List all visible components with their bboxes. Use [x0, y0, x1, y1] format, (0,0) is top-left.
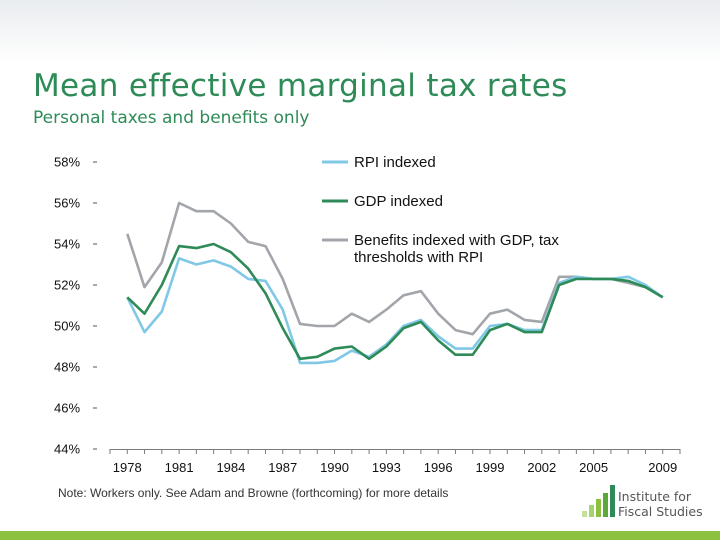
y-tick-label: 48%: [54, 360, 80, 375]
chart-series: [126, 201, 664, 365]
legend-label: GDP indexed: [354, 193, 443, 210]
x-tick-label: 2009: [648, 460, 677, 475]
legend-label-line: Benefits indexed with GDP, tax: [354, 232, 559, 249]
x-tick-label: 2005: [579, 460, 608, 475]
series-line: [126, 242, 664, 361]
x-tick-label: 1990: [320, 460, 349, 475]
y-tick-label: 54%: [54, 237, 80, 252]
logo-text-line: Institute for: [618, 489, 692, 504]
y-tick-label: 46%: [54, 401, 80, 416]
logo-bar: [582, 511, 587, 517]
legend-label-line: RPI indexed: [354, 154, 436, 171]
x-tick-label: 1981: [165, 460, 194, 475]
logo-text-line: Fiscal Studies: [618, 504, 703, 519]
chart-legend: RPI indexed GDP indexed Benefits indexed w…: [322, 154, 559, 266]
page-title: Mean effective marginal tax rates: [33, 68, 568, 104]
page-subtitle: Personal taxes and benefits only: [33, 108, 310, 128]
accent-bar: [0, 531, 720, 540]
legend-label: RPI indexed: [354, 154, 436, 171]
logo-text: Institute for Fiscal Studies: [618, 489, 703, 519]
y-tick-label: 50%: [54, 319, 80, 334]
x-tick-label: 1984: [216, 460, 245, 475]
x-tick-label: 1999: [476, 460, 505, 475]
series-line: [126, 201, 664, 336]
x-tick-label: 2002: [527, 460, 556, 475]
x-tick-label: 1987: [268, 460, 297, 475]
footnote: Note: Workers only. See Adam and Browne …: [58, 486, 449, 500]
legend-label-line: GDP indexed: [354, 193, 443, 210]
logo-bar: [610, 485, 615, 517]
legend-label: Benefits indexed with GDP, tax thresholds…: [354, 232, 559, 266]
y-tick-label: 56%: [54, 196, 80, 211]
y-tick-label: 58%: [54, 155, 80, 170]
series-line: [126, 257, 664, 365]
logo-bar: [596, 499, 601, 517]
logo-bar: [603, 493, 608, 517]
ifs-logo: Institute for Fiscal Studies: [582, 481, 703, 525]
y-tick-label: 52%: [54, 278, 80, 293]
x-tick-label: 1996: [424, 460, 453, 475]
x-tick-label: 1993: [372, 460, 401, 475]
logo-bar: [589, 505, 594, 517]
legend-label-line: thresholds with RPI: [354, 249, 483, 266]
logo-bars-icon: [582, 485, 615, 517]
y-tick-label: 44%: [54, 442, 80, 457]
chart-axes: 1978 1981 1984 1987 1990 1993 1996 1999 2002 2005…: [54, 155, 681, 475]
header-band: [0, 0, 720, 62]
x-tick-label: 1978: [113, 460, 142, 475]
